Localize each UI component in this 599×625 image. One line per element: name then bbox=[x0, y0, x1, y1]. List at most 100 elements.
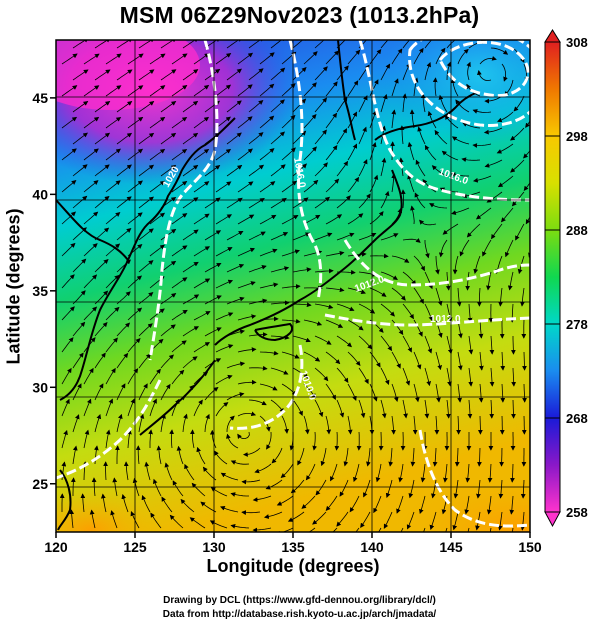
wind-streamline bbox=[438, 94, 448, 113]
y-axis-ticks: 25 30 35 40 45 bbox=[32, 90, 56, 492]
y-tick-label: 40 bbox=[32, 186, 48, 202]
wind-streamline bbox=[248, 40, 265, 49]
wind-streamline bbox=[336, 128, 347, 145]
isobar-1012-north bbox=[343, 239, 530, 287]
wind-streamline bbox=[424, 303, 434, 322]
wind-streamline bbox=[402, 238, 421, 243]
colorbar-tick-label: 288 bbox=[566, 223, 588, 238]
wind-streamline bbox=[420, 463, 426, 483]
wind-streamline bbox=[138, 228, 154, 241]
southeast-warm-region bbox=[380, 470, 530, 532]
wind-streamline bbox=[391, 415, 396, 435]
wind-streamline bbox=[424, 62, 431, 81]
wind-streamline bbox=[220, 506, 239, 513]
wind-streamline bbox=[314, 367, 329, 382]
credit-data-source: Data from http://database.rish.kyoto-u.a… bbox=[162, 609, 437, 620]
wind-streamline bbox=[314, 399, 324, 418]
wind-streamline bbox=[383, 511, 393, 529]
wind-streamline bbox=[292, 98, 307, 113]
wind-streamline bbox=[391, 287, 406, 301]
wind-streamline bbox=[69, 509, 75, 529]
colorbar-tick-label: 268 bbox=[566, 411, 588, 426]
wind-streamline bbox=[400, 189, 406, 209]
wind-streamline bbox=[116, 322, 131, 337]
wind-streamline bbox=[105, 274, 120, 289]
wind-streamline bbox=[171, 181, 188, 193]
wind-streamline bbox=[271, 447, 283, 464]
wind-streamline bbox=[325, 351, 341, 365]
wind-streamline bbox=[226, 100, 242, 113]
wind-streamline bbox=[292, 67, 307, 81]
wind-streamline bbox=[287, 511, 305, 522]
wind-streamline bbox=[226, 361, 246, 369]
wind-streamline bbox=[534, 304, 535, 322]
wind-streamline bbox=[413, 287, 424, 305]
wind-streamline bbox=[193, 213, 210, 225]
wind-streamline bbox=[196, 446, 206, 465]
wind-streamline bbox=[156, 445, 162, 465]
wind-streamline bbox=[259, 148, 275, 161]
wind-streamline bbox=[472, 109, 492, 114]
x-tick-label: 135 bbox=[281, 539, 305, 555]
wind-streamline bbox=[171, 85, 188, 97]
wind-streamline bbox=[72, 352, 84, 369]
wind-streamline bbox=[476, 287, 482, 307]
wind-streamline bbox=[355, 527, 360, 532]
wind-streamline bbox=[464, 495, 470, 515]
kyushu-honshu-coast bbox=[214, 169, 403, 346]
wind-streamline bbox=[116, 101, 133, 113]
wind-streamline bbox=[496, 143, 514, 154]
wind-streamline bbox=[486, 271, 492, 291]
wind-streamline bbox=[525, 120, 530, 128]
wind-streamline bbox=[467, 399, 473, 419]
wind-streamline bbox=[149, 148, 166, 161]
taiwan-coast bbox=[57, 469, 72, 531]
wind-streamline bbox=[193, 342, 210, 353]
wind-streamline bbox=[466, 61, 471, 81]
wind-streamline bbox=[434, 129, 448, 145]
wind-streamline bbox=[424, 335, 433, 354]
wind-streamline bbox=[270, 67, 286, 81]
wind-streamline bbox=[94, 259, 109, 273]
wind-streamline bbox=[438, 239, 448, 258]
wind-streamline bbox=[507, 271, 514, 291]
wind-streamline bbox=[105, 337, 118, 353]
wind-streamline bbox=[490, 47, 509, 55]
wind-streamline bbox=[259, 350, 279, 356]
wind-streamline bbox=[61, 367, 72, 385]
wind-streamline bbox=[388, 447, 394, 467]
wind-streamline bbox=[72, 40, 89, 49]
y-tick-label: 25 bbox=[32, 476, 48, 492]
wind-streamline bbox=[105, 148, 121, 161]
wind-streamline bbox=[215, 312, 234, 321]
wind-streamline bbox=[105, 306, 120, 321]
wind-streamline bbox=[182, 164, 199, 177]
wind-streamline bbox=[358, 335, 373, 350]
wind-streamline bbox=[72, 69, 89, 81]
wind-streamline bbox=[259, 383, 278, 391]
wind-streamline bbox=[520, 287, 525, 307]
wind-streamline bbox=[94, 413, 102, 433]
wind-streamline bbox=[491, 223, 503, 240]
x-tick-label: 140 bbox=[360, 539, 384, 555]
wind-streamline bbox=[281, 180, 298, 193]
wind-streamline bbox=[138, 196, 154, 209]
wind-streamline bbox=[209, 429, 217, 449]
wind-streamline bbox=[303, 51, 318, 65]
wind-streamline bbox=[115, 445, 120, 464]
wind-streamline bbox=[292, 40, 308, 49]
wind-streamline bbox=[297, 447, 305, 466]
wind-streamline bbox=[363, 479, 371, 498]
wind-streamline bbox=[475, 207, 492, 220]
wind-streamline bbox=[61, 337, 74, 353]
wind-streamline bbox=[160, 324, 176, 337]
wind-streamline bbox=[215, 374, 233, 385]
wind-streamline bbox=[423, 527, 426, 532]
wind-streamline bbox=[83, 429, 90, 449]
wind-streamline bbox=[509, 495, 515, 515]
wind-streamline bbox=[160, 69, 177, 81]
wind-streamline bbox=[204, 263, 222, 273]
x-tick-label: 150 bbox=[518, 539, 542, 555]
wind-streamline bbox=[347, 287, 366, 294]
